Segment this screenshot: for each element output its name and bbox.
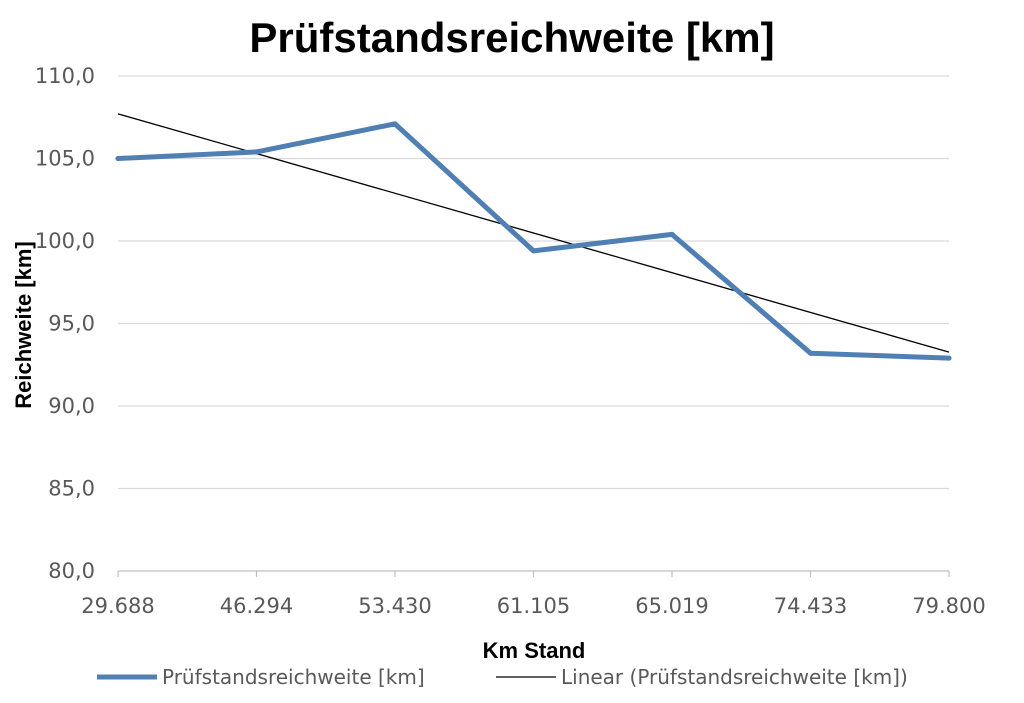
y-tick-label: 80,0: [48, 559, 95, 583]
x-axis-title: Km Stand: [483, 638, 586, 663]
y-axis-title: Reichweite [km]: [11, 241, 36, 409]
data-point: [392, 121, 398, 127]
y-tick-label: 110,0: [35, 64, 95, 88]
trendline: [117, 113, 950, 353]
data-point: [531, 248, 536, 254]
x-tick-label: 29.688: [81, 594, 154, 618]
legend-series-label: Prüfstandsreichweite [km]: [162, 665, 425, 689]
data-point: [115, 156, 121, 161]
x-tick-label: 79.800: [912, 594, 985, 618]
data-point: [946, 355, 952, 361]
y-tick-label: 90,0: [48, 394, 95, 418]
x-tick-label: 65.019: [635, 594, 708, 618]
trendline-layer: [117, 113, 950, 353]
data-point: [808, 350, 813, 356]
y-axis-ticks: 80,0 85,0 90,0 95,0 100,0 105,0 110,0: [35, 64, 95, 583]
x-tick-label: 53.430: [358, 594, 431, 618]
data-point: [669, 231, 675, 237]
x-tick-label: 74.433: [774, 594, 847, 618]
y-tick-label: 105,0: [35, 147, 95, 171]
legend-trend-label: Linear (Prüfstandsreichweite [km]): [561, 665, 908, 689]
y-tick-label: 85,0: [48, 477, 95, 501]
x-tick-label: 61.105: [497, 594, 570, 618]
gridlines: [118, 75, 949, 572]
data-point: [254, 149, 259, 155]
y-tick-label: 100,0: [35, 229, 95, 253]
x-tick-label: 46.294: [220, 594, 293, 618]
y-tick-label: 95,0: [48, 312, 95, 336]
x-axis-ticks: 29.688 46.294 53.430 61.105 65.019 74.433 79.8…: [81, 571, 986, 618]
series-layer: [115, 121, 952, 361]
legend: Prüfstandsreichweite [km] Linear (Prüfst…: [97, 665, 908, 689]
chart-title: Prüfstandsreichweite [km]: [249, 14, 774, 61]
